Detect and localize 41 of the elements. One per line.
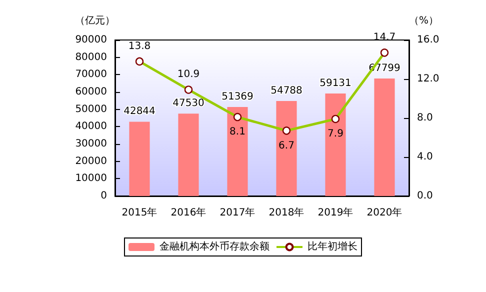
y-axis-title: （亿元） (75, 16, 115, 26)
y2-tick-label: 0.0 (417, 190, 433, 202)
x-tick-label: 2020年 (366, 206, 402, 218)
y-tick-label: 80000 (75, 52, 107, 63)
bar (276, 101, 297, 196)
bar (129, 122, 150, 196)
y-tick-label: 20000 (75, 156, 107, 167)
y-tick-label: 70000 (75, 69, 107, 80)
data-label: 7.9 (328, 128, 344, 140)
data-label: 10.9 (177, 69, 200, 80)
y-tick-label: 30000 (75, 138, 107, 150)
data-label: 8.1 (230, 126, 246, 138)
data-label: 59131 (320, 78, 352, 90)
x-tick-label: 2017年 (220, 206, 256, 218)
y2-tick-label: 12.0 (417, 74, 440, 84)
y-tick-label: 50000 (75, 104, 107, 115)
bar (178, 114, 199, 196)
x-tick-label: 2018年 (268, 206, 304, 218)
y-tick-label: 60000 (75, 86, 107, 98)
legend-label: 比年初增长 (308, 240, 358, 252)
x-tick-label: 2015年 (122, 206, 158, 218)
y-tick-label: 90000 (75, 34, 107, 46)
y2-axis-title: （%） (409, 16, 439, 26)
bar (374, 78, 395, 196)
y2-tick-label: 16.0 (417, 34, 440, 46)
y2-tick-label: 8.0 (417, 112, 433, 124)
data-label: 47530 (172, 98, 204, 110)
bar (227, 106, 248, 196)
x-tick-label: 2019年 (318, 206, 354, 218)
data-label: 54788 (270, 86, 302, 97)
data-label: 51369 (222, 91, 254, 102)
x-tick-label: 2016年 (170, 206, 206, 218)
legend-label: 金融机构本外币存款余额 (160, 240, 270, 252)
data-label: 6.7 (278, 140, 294, 152)
y-tick-label: 0 (100, 190, 107, 202)
data-label: 42844 (124, 106, 156, 118)
y2-tick-label: 4.0 (417, 152, 433, 162)
y-tick-label: 40000 (75, 121, 107, 132)
data-label: 13.8 (128, 40, 151, 52)
y-tick-label: 10000 (75, 173, 107, 184)
bar (325, 94, 346, 196)
